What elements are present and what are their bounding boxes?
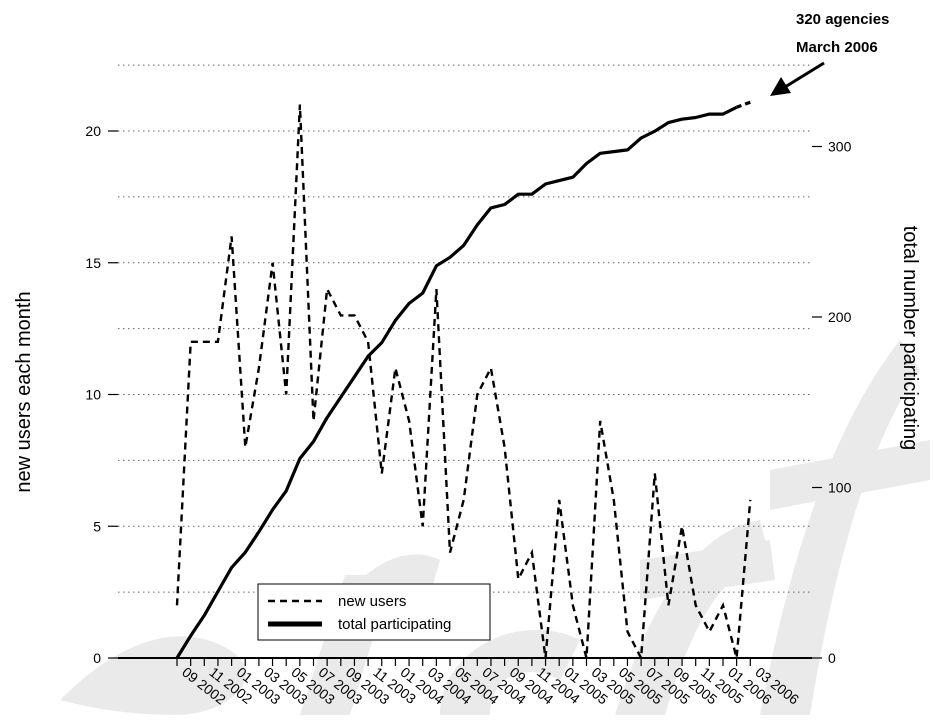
left-y-tick-label: 15 — [85, 255, 101, 271]
annotation-arrow-head — [770, 77, 791, 96]
left-y-tick-label: 20 — [85, 123, 101, 139]
left-y-tick-label: 10 — [85, 387, 101, 403]
series-total-participating-line — [175, 105, 738, 659]
legend-label-total-participating: total participating — [338, 616, 451, 633]
left-y-tick-label: 0 — [93, 650, 101, 666]
series-layer — [175, 100, 752, 663]
annotation-arrow-shaft — [784, 61, 825, 89]
right-y-tick-label: 300 — [828, 139, 852, 155]
right-y-tick-label: 200 — [828, 309, 852, 325]
annotation: 320 agencies March 2006 — [770, 11, 889, 96]
right-y-tick-label: 0 — [828, 650, 836, 666]
left-y-tick-label: 5 — [93, 518, 101, 534]
annotation-line-2: March 2006 — [796, 39, 878, 56]
legend: new users total participating — [257, 583, 491, 641]
series-new-users-line — [175, 104, 752, 663]
right-y-tick-label: 100 — [828, 480, 852, 496]
series-total-participating-end-segment — [744, 100, 751, 106]
legend-box — [257, 583, 491, 641]
right-axis-title: total number participating — [899, 226, 921, 451]
annotation-line-1: 320 agencies — [796, 11, 889, 28]
series-total-participating-segment — [736, 104, 742, 109]
left-axis-title: new users each month — [13, 291, 35, 492]
legend-label-new-users: new users — [338, 593, 406, 610]
gridlines — [118, 64, 812, 593]
